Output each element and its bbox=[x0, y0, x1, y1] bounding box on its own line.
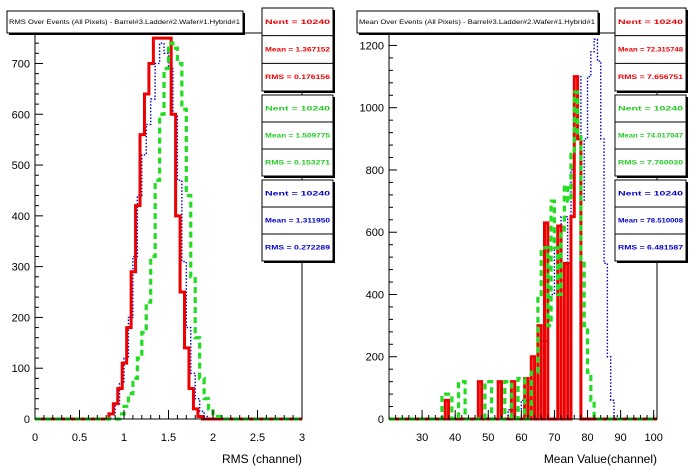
y-tick-label: 600 bbox=[366, 227, 384, 239]
stats-box-frame bbox=[261, 94, 334, 177]
y-tick-label: 1000 bbox=[360, 103, 384, 115]
stats-line: RMS = 7.760030 bbox=[618, 160, 684, 167]
title-box bbox=[356, 10, 599, 34]
stats-box-frame bbox=[614, 7, 687, 92]
y-tick-label: 800 bbox=[366, 165, 384, 177]
x-tick-label: 1.5 bbox=[161, 432, 176, 444]
stats-line: RMS = 6.481587 bbox=[618, 245, 684, 252]
title-box bbox=[6, 10, 244, 34]
y-tick-label: 300 bbox=[12, 262, 30, 274]
stats-box-frame bbox=[614, 94, 687, 177]
x-tick-label: 0.5 bbox=[72, 432, 87, 444]
x-tick-label: 1 bbox=[121, 432, 127, 444]
stats-line: Nent = 10240 bbox=[618, 191, 684, 198]
y-tick-label: 1200 bbox=[360, 40, 384, 52]
chart-title: RMS Over Events (All Pixels) - Barrel#3.… bbox=[9, 20, 241, 26]
x-tick-label: 3 bbox=[299, 432, 305, 444]
stats-line: Nent = 10240 bbox=[265, 191, 331, 198]
y-tick-label: 500 bbox=[12, 160, 30, 172]
stats-line: Mean = 1.311950 bbox=[265, 218, 331, 225]
stats-line: RMS = 0.153271 bbox=[265, 160, 331, 167]
series-3-line bbox=[389, 90, 657, 421]
x-tick-label: 70 bbox=[548, 432, 560, 444]
x-tick-label: 50 bbox=[482, 432, 494, 444]
stats-box-2: Nent = 10240 Mean = 74.017047 RMS = 7.7600… bbox=[614, 94, 688, 178]
series-2-line bbox=[35, 36, 302, 421]
series-3-line bbox=[35, 41, 302, 421]
panel-1: 0 100 200 300 400 500 600 700 0 0.5 1 1.5 2 2.5 3 RMS (… bbox=[6, 7, 335, 466]
x-tick-label: 30 bbox=[416, 432, 428, 444]
chart-title: Mean Over Events (All Pixels) - Barrel#3… bbox=[359, 20, 596, 26]
y-tick-label: 400 bbox=[12, 211, 30, 223]
stats-box-3: Nent = 10240 Mean = 1.311950 RMS = 0.27228… bbox=[261, 179, 335, 263]
x-axis-title: RMS (channel) bbox=[222, 452, 302, 466]
stats-box-2: Nent = 10240 Mean = 1.509775 RMS = 0.15327… bbox=[261, 94, 335, 178]
stats-box-frame bbox=[614, 179, 687, 262]
stats-line: Nent = 10240 bbox=[265, 106, 331, 113]
stats-line: RMS = 0.176156 bbox=[265, 74, 331, 81]
stats-line: Mean = 72.315748 bbox=[618, 47, 684, 54]
stats-line: Mean = 1.367152 bbox=[265, 47, 331, 54]
stats-box-frame bbox=[261, 179, 334, 262]
stats-line: Mean = 74.017047 bbox=[618, 133, 684, 140]
stats-box-3: Nent = 10240 Mean = 78.510008 RMS = 6.4815… bbox=[614, 179, 688, 263]
panel-2: 0 200 400 600 800 1000 1200 30 40 50 60 70 80 90 100 Me… bbox=[356, 7, 688, 466]
stats-line: Nent = 10240 bbox=[265, 19, 331, 26]
y-tick-label: 700 bbox=[12, 58, 30, 70]
x-tick-label: 90 bbox=[614, 432, 626, 444]
stats-box-1: Nent = 10240 Mean = 1.367152 RMS = 0.17615… bbox=[261, 7, 335, 93]
stats-line: Mean = 1.509775 bbox=[265, 133, 331, 140]
stats-line: Nent = 10240 bbox=[618, 106, 684, 113]
stats-line: RMS = 0.272289 bbox=[265, 245, 331, 252]
stats-line: RMS = 7.656751 bbox=[618, 74, 684, 81]
x-axis-title: Mean Value(channel) bbox=[544, 452, 657, 466]
stats-line: Nent = 10240 bbox=[618, 19, 684, 26]
x-tick-label: 0 bbox=[32, 432, 38, 444]
y-tick-label: 400 bbox=[366, 289, 384, 301]
y-tick-label: 100 bbox=[12, 363, 30, 375]
stats-line: Mean = 78.510008 bbox=[618, 218, 684, 225]
y-tick-label: 0 bbox=[378, 414, 384, 426]
y-tick-label: 0 bbox=[24, 414, 30, 426]
x-tick-label: 60 bbox=[515, 432, 527, 444]
y-tick-label: 200 bbox=[12, 312, 30, 324]
stats-box-1: Nent = 10240 Mean = 72.315748 RMS = 7.6567… bbox=[614, 7, 688, 93]
y-tick-label: 600 bbox=[12, 109, 30, 121]
x-tick-label: 40 bbox=[449, 432, 461, 444]
stats-box-frame bbox=[261, 7, 334, 92]
x-tick-label: 100 bbox=[645, 432, 663, 444]
x-tick-label: 2.5 bbox=[250, 432, 265, 444]
x-tick-label: 2 bbox=[210, 432, 216, 444]
x-tick-label: 80 bbox=[581, 432, 593, 444]
y-tick-label: 200 bbox=[366, 352, 384, 364]
